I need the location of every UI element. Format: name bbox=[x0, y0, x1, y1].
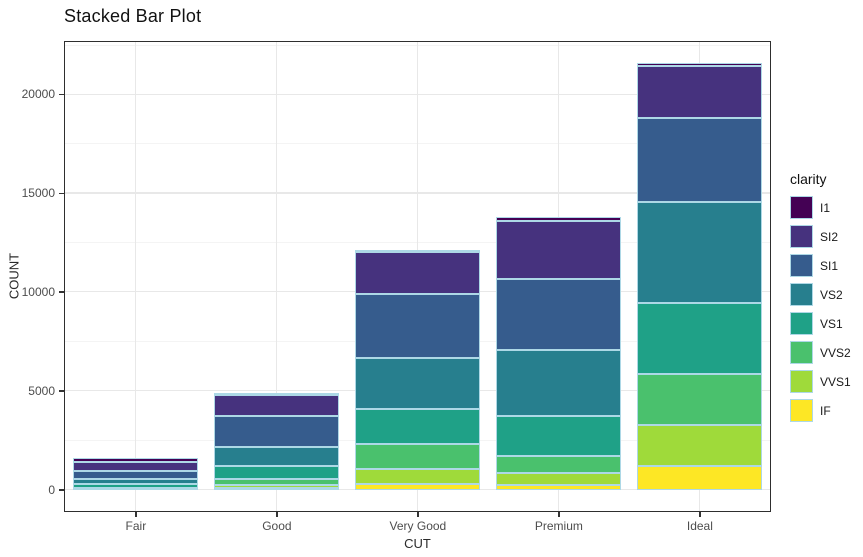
legend-label-IF: IF bbox=[820, 403, 831, 418]
bar-segment-VVS1 bbox=[496, 472, 621, 486]
legend: clarity I1 SI2 SI1 VS2 VS1 VVS2 VVS1 IF bbox=[790, 171, 851, 428]
y-tick-mark bbox=[59, 291, 64, 293]
legend-swatch-SI2 bbox=[790, 225, 813, 248]
legend-entry-SI1: SI1 bbox=[790, 254, 851, 277]
bar-segment-VVS1 bbox=[214, 484, 339, 489]
legend-swatch-IF bbox=[790, 399, 813, 422]
bar-segment-VVS2 bbox=[214, 478, 339, 485]
legend-items: I1 SI2 SI1 VS2 VS1 VVS2 VVS1 IF bbox=[790, 196, 851, 422]
x-tick-mark bbox=[276, 512, 278, 517]
bar-segment-SI1 bbox=[496, 279, 621, 350]
bar-segment-IF bbox=[355, 484, 480, 490]
bar-good bbox=[214, 392, 339, 490]
legend-label-SI2: SI2 bbox=[820, 229, 839, 244]
x-tick-mark bbox=[135, 512, 137, 517]
bar-segment-I1 bbox=[214, 392, 339, 395]
legend-swatch-SI1 bbox=[790, 254, 813, 277]
bar-segment-VS1 bbox=[355, 409, 480, 445]
bar-segment-VS2 bbox=[637, 202, 762, 303]
bar-segment-VVS2 bbox=[637, 373, 762, 426]
plot-panel bbox=[64, 41, 771, 512]
bar-segment-VS2 bbox=[355, 357, 480, 410]
legend-entry-VS2: VS2 bbox=[790, 283, 851, 306]
legend-swatch-VVS2 bbox=[790, 341, 813, 364]
bar-segment-SI2 bbox=[73, 461, 198, 472]
bar-segment-VS2 bbox=[73, 479, 198, 485]
x-axis-title: CUT bbox=[404, 536, 431, 551]
legend-entry-VVS1: VVS1 bbox=[790, 370, 851, 393]
bar-segment-VS2 bbox=[214, 446, 339, 467]
bar-segment-SI2 bbox=[214, 394, 339, 416]
x-tick-mark bbox=[558, 512, 560, 517]
bar-very-good bbox=[355, 250, 480, 490]
legend-entry-VVS2: VVS2 bbox=[790, 341, 851, 364]
legend-title: clarity bbox=[790, 171, 827, 187]
bar-segment-I1 bbox=[73, 457, 198, 462]
x-tick-mark bbox=[417, 512, 419, 517]
y-tick-label: 15000 bbox=[21, 185, 55, 200]
bar-segment-SI1 bbox=[73, 471, 198, 480]
legend-label-VVS2: VVS2 bbox=[820, 345, 851, 360]
legend-swatch-VVS1 bbox=[790, 370, 813, 393]
x-tick-label: Very Good bbox=[389, 519, 447, 533]
bar-premium bbox=[496, 216, 621, 490]
legend-label-VS2: VS2 bbox=[820, 287, 843, 302]
y-tick-mark bbox=[59, 192, 64, 195]
bar-segment-SI2 bbox=[637, 66, 762, 118]
bar-segment-VS1 bbox=[637, 302, 762, 374]
y-tick-mark bbox=[59, 93, 64, 96]
bar-segment-IF bbox=[496, 485, 621, 490]
x-tick-label: Ideal bbox=[686, 519, 713, 533]
bar-segment-VS1 bbox=[496, 416, 621, 456]
bar-segment-VS1 bbox=[214, 466, 339, 479]
bar-segment-VVS1 bbox=[355, 468, 480, 485]
legend-label-VS1: VS1 bbox=[820, 316, 843, 331]
y-tick-mark bbox=[59, 489, 64, 491]
legend-swatch-VS2 bbox=[790, 283, 813, 306]
bar-segment-VVS2 bbox=[355, 444, 480, 469]
y-tick-label: 5000 bbox=[28, 383, 55, 398]
x-gridline-major bbox=[276, 42, 277, 511]
chart-title: Stacked Bar Plot bbox=[64, 6, 202, 26]
bar-segment-SI2 bbox=[496, 220, 621, 280]
y-tick-label: 20000 bbox=[21, 86, 55, 101]
bar-segment-I1 bbox=[496, 216, 621, 221]
legend-swatch-VS1 bbox=[790, 312, 813, 335]
legend-label-SI1: SI1 bbox=[820, 258, 839, 273]
x-gridline-major bbox=[135, 42, 136, 511]
x-tick-mark bbox=[699, 512, 701, 517]
x-tick-label: Premium bbox=[534, 519, 583, 533]
bar-segment-SI1 bbox=[637, 117, 762, 203]
legend-entry-I1: I1 bbox=[790, 196, 851, 219]
bar-segment-VS2 bbox=[496, 349, 621, 417]
bar-segment-VS1 bbox=[73, 484, 198, 488]
x-tick-label: Fair bbox=[125, 519, 147, 533]
legend-label-VVS1: VVS1 bbox=[820, 374, 851, 389]
legend-entry-VS1: VS1 bbox=[790, 312, 851, 335]
bar-ideal bbox=[637, 63, 762, 490]
legend-entry-SI2: SI2 bbox=[790, 225, 851, 248]
bar-segment-SI2 bbox=[355, 252, 480, 294]
bar-segment-I1 bbox=[637, 63, 762, 67]
bar-segment-SI1 bbox=[214, 415, 339, 447]
bar-segment-VVS2 bbox=[496, 455, 621, 473]
bar-fair bbox=[73, 457, 198, 490]
legend-entry-IF: IF bbox=[790, 399, 851, 422]
legend-swatch-I1 bbox=[790, 196, 813, 219]
x-tick-label: Good bbox=[262, 519, 292, 533]
bar-segment-VVS1 bbox=[637, 425, 762, 466]
y-tick-label: 10000 bbox=[21, 284, 55, 299]
bar-segment-I1 bbox=[355, 250, 480, 253]
legend-label-I1: I1 bbox=[820, 200, 831, 215]
y-tick-label: 0 bbox=[48, 482, 55, 497]
bar-segment-SI1 bbox=[355, 293, 480, 358]
bar-segment-IF bbox=[637, 465, 762, 490]
y-tick-mark bbox=[59, 390, 64, 392]
